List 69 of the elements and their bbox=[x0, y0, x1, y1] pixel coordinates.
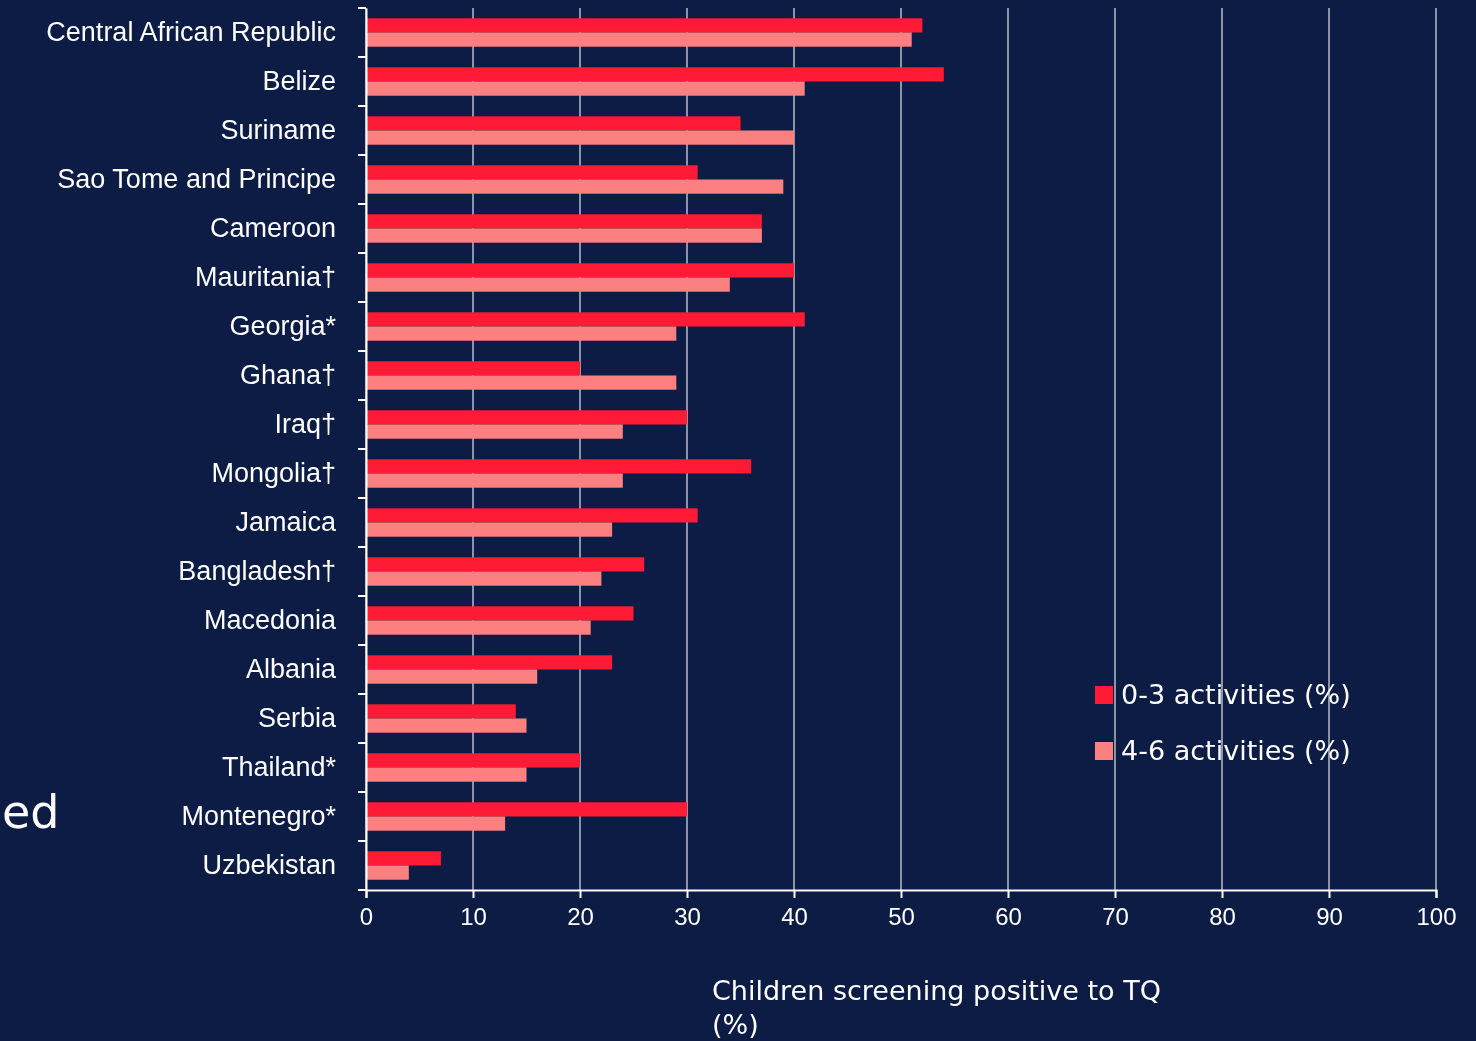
y-tick-label: Bangladesh† bbox=[178, 556, 336, 587]
bar bbox=[366, 704, 516, 719]
x-tick-label: 30 bbox=[674, 903, 701, 931]
y-tick-label: Uzbekistan bbox=[202, 850, 336, 881]
y-tick-label: Iraq† bbox=[274, 409, 336, 440]
bar bbox=[366, 767, 527, 782]
y-tick-label: Suriname bbox=[220, 115, 336, 146]
bar bbox=[366, 179, 784, 194]
legend-label: 0-3 activities (%) bbox=[1121, 679, 1351, 710]
y-tick-label: Serbia bbox=[257, 703, 337, 734]
bar bbox=[366, 459, 752, 474]
y-tick-label: Jamaica bbox=[235, 507, 337, 538]
x-tick-label: 70 bbox=[1102, 903, 1129, 931]
bar bbox=[366, 18, 923, 33]
bar bbox=[366, 865, 409, 880]
bar bbox=[366, 116, 741, 131]
bar bbox=[366, 130, 794, 145]
bar bbox=[366, 816, 506, 831]
bar bbox=[366, 326, 677, 341]
bar bbox=[366, 802, 687, 817]
bar bbox=[366, 655, 613, 670]
bar bbox=[366, 32, 912, 47]
y-tick-label: Georgia* bbox=[229, 311, 337, 342]
x-tick-label: 20 bbox=[567, 903, 594, 931]
text: ed bbox=[2, 785, 60, 839]
bar bbox=[366, 67, 944, 82]
bar bbox=[366, 81, 805, 96]
legend-label: 4-6 activities (%) bbox=[1121, 735, 1351, 766]
y-tick-label: Montenegro* bbox=[181, 801, 337, 832]
x-tick-label: 50 bbox=[888, 903, 915, 931]
bar bbox=[366, 851, 441, 866]
x-tick-label: 60 bbox=[995, 903, 1022, 931]
x-tick-label: 40 bbox=[781, 903, 808, 931]
bar bbox=[366, 312, 805, 327]
bar bbox=[366, 718, 527, 733]
bar bbox=[366, 375, 677, 390]
y-tick-label: Sao Tome and Principe bbox=[57, 164, 336, 195]
y-tick-label: Belize bbox=[262, 66, 336, 97]
bar bbox=[366, 165, 698, 180]
x-tick-label: 80 bbox=[1209, 903, 1236, 931]
x-tick-label: 100 bbox=[1416, 903, 1457, 931]
x-tick-label: 0 bbox=[359, 903, 374, 931]
bar bbox=[366, 473, 623, 488]
y-tick-label: Central African Republic bbox=[46, 17, 336, 48]
bar bbox=[366, 228, 762, 243]
bar bbox=[366, 753, 580, 768]
bar bbox=[366, 571, 602, 586]
y-tick-label: Mauritania† bbox=[194, 262, 336, 293]
x-tick-label: 10 bbox=[460, 903, 487, 931]
bar bbox=[366, 522, 613, 537]
y-tick-label: Thailand* bbox=[221, 752, 337, 783]
y-tick-label: Mongolia† bbox=[211, 458, 336, 489]
bar bbox=[366, 361, 580, 376]
bar bbox=[366, 669, 538, 684]
bar bbox=[366, 424, 623, 439]
bar bbox=[366, 214, 762, 229]
bar bbox=[366, 620, 591, 635]
y-tick-label: Cameroon bbox=[209, 213, 336, 244]
bar bbox=[366, 557, 645, 572]
bar bbox=[366, 263, 794, 278]
bar bbox=[366, 508, 698, 523]
y-tick-label: Ghana† bbox=[239, 360, 336, 391]
y-tick-label: Albania bbox=[245, 654, 337, 685]
bar bbox=[366, 606, 634, 621]
bar bbox=[366, 410, 687, 425]
x-tick-label: 90 bbox=[1316, 903, 1343, 931]
y-tick-label: Macedonia bbox=[203, 605, 337, 636]
x-axis-title: Children screening positive to TQ (%) bbox=[712, 975, 1161, 1040]
bar bbox=[366, 277, 730, 292]
